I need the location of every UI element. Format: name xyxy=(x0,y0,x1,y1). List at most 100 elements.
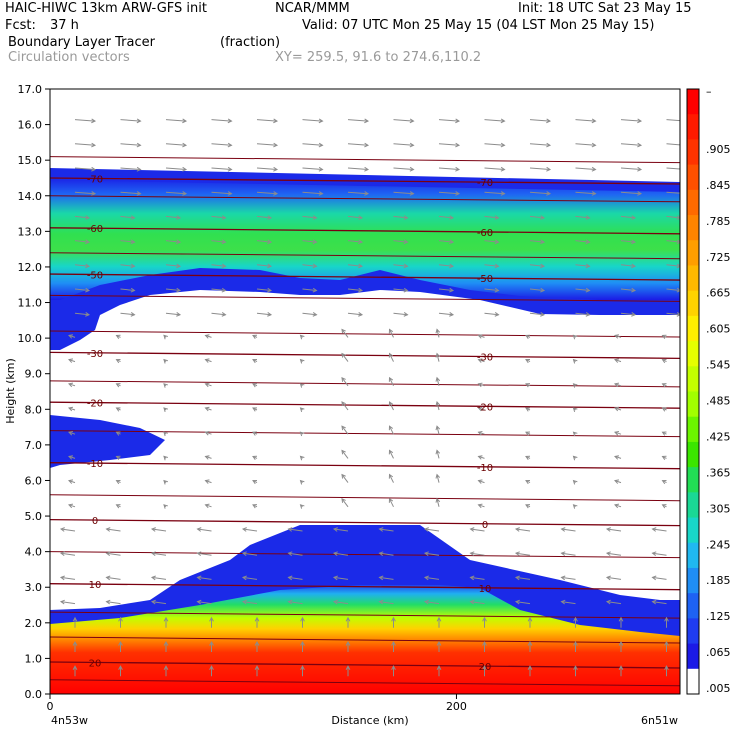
vector-head xyxy=(115,383,121,388)
vector-shaft xyxy=(529,191,551,195)
vector-head xyxy=(618,640,624,646)
vector-shaft xyxy=(389,425,394,435)
vector-head xyxy=(115,358,121,364)
vector-head xyxy=(163,358,168,364)
valid-time: Valid: 07 UTC Mon 25 May 15 (04 LST Mon … xyxy=(302,18,655,33)
vector-head xyxy=(455,191,461,196)
vector-shaft xyxy=(106,601,121,605)
vector-head xyxy=(661,383,667,388)
vector-shaft xyxy=(60,528,76,532)
vector-head xyxy=(388,473,394,479)
vector-shaft xyxy=(652,576,667,580)
vector-shaft xyxy=(614,480,622,484)
vector-shaft xyxy=(666,240,680,243)
vector-shaft xyxy=(478,480,485,484)
vector-shaft xyxy=(242,601,258,605)
vector-head xyxy=(136,118,142,124)
vector-shaft xyxy=(165,240,181,243)
vector-shaft xyxy=(120,143,141,146)
institution-label: NCAR/MMM xyxy=(275,1,350,16)
vector-shaft xyxy=(393,264,408,267)
vector-head xyxy=(651,551,657,557)
colorbar-swatch xyxy=(687,467,699,493)
vector-head xyxy=(364,118,370,124)
vector-head xyxy=(436,616,442,622)
vector-shaft xyxy=(666,288,680,291)
vector-head xyxy=(318,142,324,148)
vector-shaft xyxy=(347,143,369,146)
vector-head xyxy=(105,599,111,605)
vector-head xyxy=(209,616,214,622)
vector-shaft xyxy=(120,119,141,122)
vector-head xyxy=(136,142,142,148)
vector-shaft xyxy=(256,288,272,292)
vector-head xyxy=(358,287,364,293)
vector-shaft xyxy=(341,474,349,483)
vector-shaft xyxy=(666,119,680,122)
vector-head xyxy=(514,551,520,557)
vector-head xyxy=(585,215,591,220)
vector-shaft xyxy=(478,334,485,338)
vector-shaft xyxy=(302,191,323,195)
vector-head xyxy=(388,449,394,455)
vector-shaft xyxy=(614,455,622,459)
vector-head xyxy=(676,287,680,293)
vector-head xyxy=(388,425,394,431)
vector-head xyxy=(664,640,669,646)
vector-head xyxy=(312,312,318,317)
vector-shaft xyxy=(438,240,454,243)
vector-head xyxy=(136,166,142,172)
vector-shaft xyxy=(211,215,226,219)
vector-head xyxy=(345,616,351,622)
vector-head xyxy=(115,334,121,339)
vector-head xyxy=(176,312,182,317)
vector-head xyxy=(455,118,461,124)
vector-shaft xyxy=(438,191,460,195)
vector-head xyxy=(527,665,533,670)
vector-shaft xyxy=(256,119,278,122)
vector-head xyxy=(391,640,396,646)
vector-head xyxy=(573,640,578,646)
colorbar-frame xyxy=(686,88,700,695)
vector-head xyxy=(267,239,273,245)
vector-head xyxy=(299,504,305,509)
vector-head xyxy=(163,616,169,622)
vector-shaft xyxy=(211,240,226,243)
vector-shaft xyxy=(211,119,232,122)
vector-head xyxy=(176,239,182,245)
vector-head xyxy=(676,215,680,220)
vector-head xyxy=(196,551,202,557)
vector-head xyxy=(176,263,182,269)
isotherm-label: 10 xyxy=(89,580,102,591)
vector-head xyxy=(68,503,74,509)
colorbar-label: .365 xyxy=(706,466,731,479)
vector-shaft xyxy=(242,552,258,556)
vector-shaft xyxy=(120,288,135,292)
vector-head xyxy=(573,616,578,622)
isotherm-labels: -70 -70 -60 -60 -50 -50 -30 -30 -20 -20 -10 -10 0 0 10… xyxy=(87,174,493,673)
vector-head xyxy=(204,406,210,412)
vector-shaft xyxy=(614,407,622,411)
colorbar-swatch xyxy=(687,315,699,342)
vector-shaft xyxy=(205,334,212,338)
vector-shaft xyxy=(205,407,212,411)
vector-head xyxy=(163,665,169,670)
vector-head xyxy=(527,616,533,622)
vector-shaft xyxy=(515,552,531,556)
vector-head xyxy=(364,166,370,172)
isotherm-line xyxy=(50,679,680,687)
tracer-field xyxy=(50,168,680,694)
vector-head xyxy=(435,400,441,407)
vector-head xyxy=(435,425,441,431)
colorbar-label: .305 xyxy=(706,502,731,515)
vector-head xyxy=(241,527,247,532)
cross-section-endpoints: XY= 259.5, 91.6 to 274.6,110.2 xyxy=(275,50,482,65)
vector-head xyxy=(68,431,74,436)
vector-head xyxy=(525,383,531,388)
vector-shaft xyxy=(424,528,440,532)
vector-head xyxy=(614,455,620,460)
isotherm-line xyxy=(50,156,680,164)
vector-head xyxy=(267,263,273,269)
vector-head xyxy=(585,312,591,317)
vector-shaft xyxy=(484,215,499,219)
